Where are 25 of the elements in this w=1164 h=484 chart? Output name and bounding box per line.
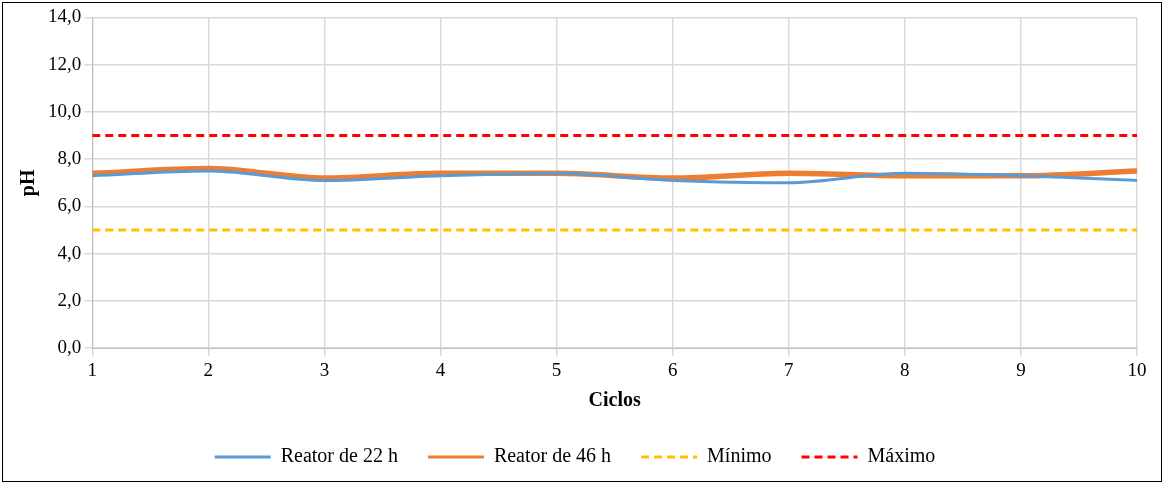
x-axis-title: Ciclos <box>588 388 641 411</box>
y-tick-label: 6,0 <box>57 194 82 216</box>
x-tick-label: 6 <box>667 358 678 380</box>
legend-label: Máximo <box>867 444 936 467</box>
legend-label: Mínimo <box>707 444 772 467</box>
y-tick-label: 12,0 <box>48 52 82 74</box>
x-tick-label: 3 <box>319 358 330 380</box>
x-tick-label: 7 <box>784 358 794 380</box>
x-tick-label: 9 <box>1016 358 1026 380</box>
x-tick-label: 2 <box>203 358 214 380</box>
y-tick-label: 14,0 <box>48 5 82 27</box>
x-tick-label: 8 <box>900 358 910 380</box>
line-series <box>92 169 1137 185</box>
legend-label: Reator de 46 h <box>493 444 612 467</box>
x-tick-label: 4 <box>435 358 446 380</box>
y-tick-label: 2,0 <box>57 288 82 310</box>
x-tick-label: 1 <box>87 358 97 380</box>
y-tick-label: 0,0 <box>57 336 82 358</box>
y-tick-label: 10,0 <box>48 99 82 121</box>
y-tick-label: 4,0 <box>57 241 82 263</box>
y-axis-title: pH <box>16 169 40 197</box>
legend-label: Reator de 22 h <box>280 444 398 467</box>
x-tick-label: 10 <box>1127 358 1147 380</box>
y-tick-label: 8,0 <box>57 147 82 169</box>
x-tick-label: 5 <box>551 358 562 380</box>
